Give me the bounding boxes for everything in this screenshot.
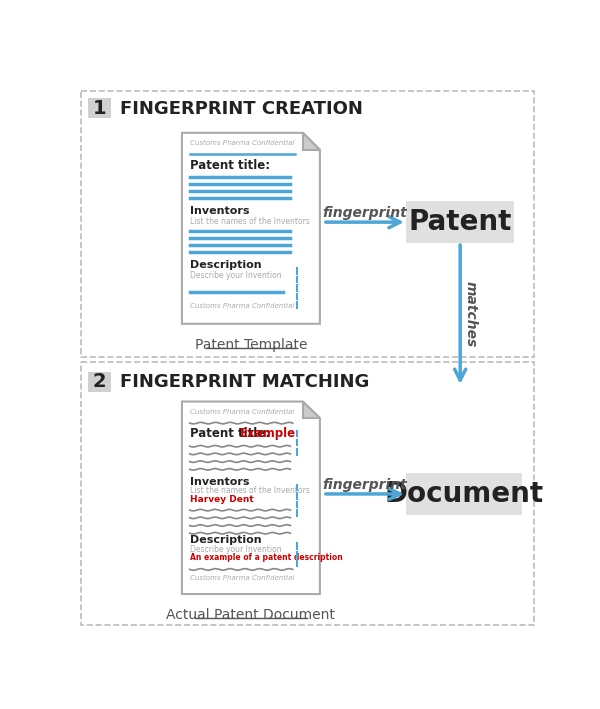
Text: List the names of the Inventors: List the names of the Inventors <box>190 217 310 225</box>
Polygon shape <box>303 401 320 418</box>
Text: fingerprint: fingerprint <box>322 478 407 492</box>
Polygon shape <box>182 401 320 594</box>
Text: Document: Document <box>385 480 544 508</box>
Polygon shape <box>303 133 320 150</box>
Text: Describe your Invention: Describe your Invention <box>190 271 281 279</box>
Text: Inventors: Inventors <box>190 206 249 216</box>
Text: FINGERPRINT CREATION: FINGERPRINT CREATION <box>120 100 363 118</box>
Text: Actual Patent Document: Actual Patent Document <box>166 608 335 622</box>
Text: Describe your Invention: Describe your Invention <box>190 545 281 554</box>
Text: Customs Pharma Confidential: Customs Pharma Confidential <box>190 140 294 146</box>
Text: 2: 2 <box>93 372 107 391</box>
Text: 1: 1 <box>93 99 107 118</box>
Bar <box>81 362 534 625</box>
Text: Customs Pharma Confidential: Customs Pharma Confidential <box>190 409 294 415</box>
Text: Description: Description <box>190 260 262 270</box>
Text: Inventors: Inventors <box>190 476 249 486</box>
Text: Customs Pharma Confidential: Customs Pharma Confidential <box>190 575 294 581</box>
FancyBboxPatch shape <box>88 372 112 391</box>
Text: Patent title:: Patent title: <box>190 427 270 440</box>
Text: FINGERPRINT MATCHING: FINGERPRINT MATCHING <box>120 374 370 391</box>
Text: Customs Pharma Confidential: Customs Pharma Confidential <box>190 303 294 309</box>
Text: Description: Description <box>190 535 262 545</box>
Text: Example: Example <box>240 427 296 440</box>
Text: Patent: Patent <box>409 208 512 236</box>
Text: An example of a patent description: An example of a patent description <box>190 553 343 562</box>
Text: Patent Template: Patent Template <box>194 337 307 352</box>
Text: matches: matches <box>464 281 478 347</box>
Polygon shape <box>182 133 320 324</box>
Text: Patent title:: Patent title: <box>190 159 270 172</box>
Text: fingerprint: fingerprint <box>322 206 407 220</box>
Text: Harvey Dent: Harvey Dent <box>190 495 253 503</box>
Text: List the names of the Inventors: List the names of the Inventors <box>190 486 310 495</box>
Bar <box>81 91 534 357</box>
FancyBboxPatch shape <box>406 473 522 515</box>
FancyBboxPatch shape <box>88 98 112 118</box>
FancyBboxPatch shape <box>406 201 514 243</box>
